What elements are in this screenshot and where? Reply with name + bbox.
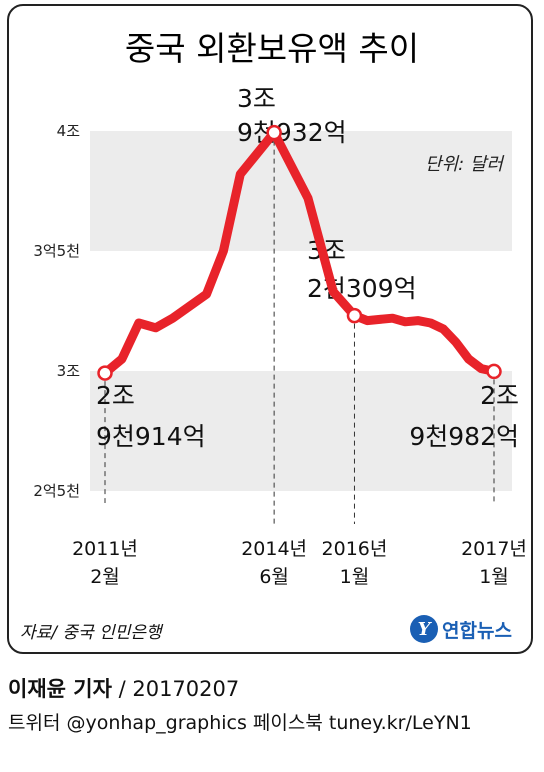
x-tick-label: 1월 — [479, 566, 509, 588]
data-point — [346, 307, 363, 324]
x-tick-label: 2011년 — [72, 538, 138, 560]
data-label: 2조 — [96, 381, 135, 410]
yonhap-logo-text: 연합뉴스 — [442, 619, 512, 642]
publish-date: / 20170207 — [111, 677, 240, 701]
data-label: 9천914억 — [96, 422, 206, 451]
y-tick-label: 4조 — [57, 122, 81, 140]
y-tick-label: 2억5천 — [33, 482, 80, 500]
x-tick-label: 1월 — [340, 566, 370, 588]
data-label: 2조 — [480, 381, 519, 410]
yonhap-logo: Y 연합뉴스 — [410, 612, 512, 646]
author: 이재윤 기자 — [8, 677, 112, 701]
data-label: 9천982억 — [409, 422, 519, 451]
data-point — [486, 363, 502, 380]
x-tick-label: 2016년 — [322, 538, 388, 560]
data-point — [97, 365, 113, 381]
x-tick-label: 2017년 — [461, 538, 527, 560]
x-tick-label: 2월 — [90, 566, 120, 588]
grid-band-lower — [90, 371, 512, 491]
yonhap-logo-icon: Y — [410, 615, 438, 643]
y-tick-label: 3억5천 — [33, 242, 80, 260]
unit-label: 단위: 달러 — [425, 154, 505, 175]
data-label: 3조 — [237, 84, 276, 113]
series-line — [100, 128, 499, 378]
source-note: 자료/ 중국 인민은행 — [20, 623, 162, 643]
data-label: 2천309억 — [307, 274, 417, 303]
byline: 이재윤 기자 / 20170207 — [8, 673, 239, 703]
data-point — [266, 124, 282, 141]
y-tick-label: 3조 — [57, 362, 81, 380]
social-links: 트위터 @yonhap_graphics 페이스북 tuney.kr/LeYN1 — [8, 712, 472, 734]
x-tick-label: 6월 — [259, 566, 289, 588]
data-label: 9천932억 — [237, 118, 347, 147]
chart-title: 중국 외환보유액 추이 — [125, 29, 419, 68]
x-tick-label: 2014년 — [241, 538, 307, 560]
